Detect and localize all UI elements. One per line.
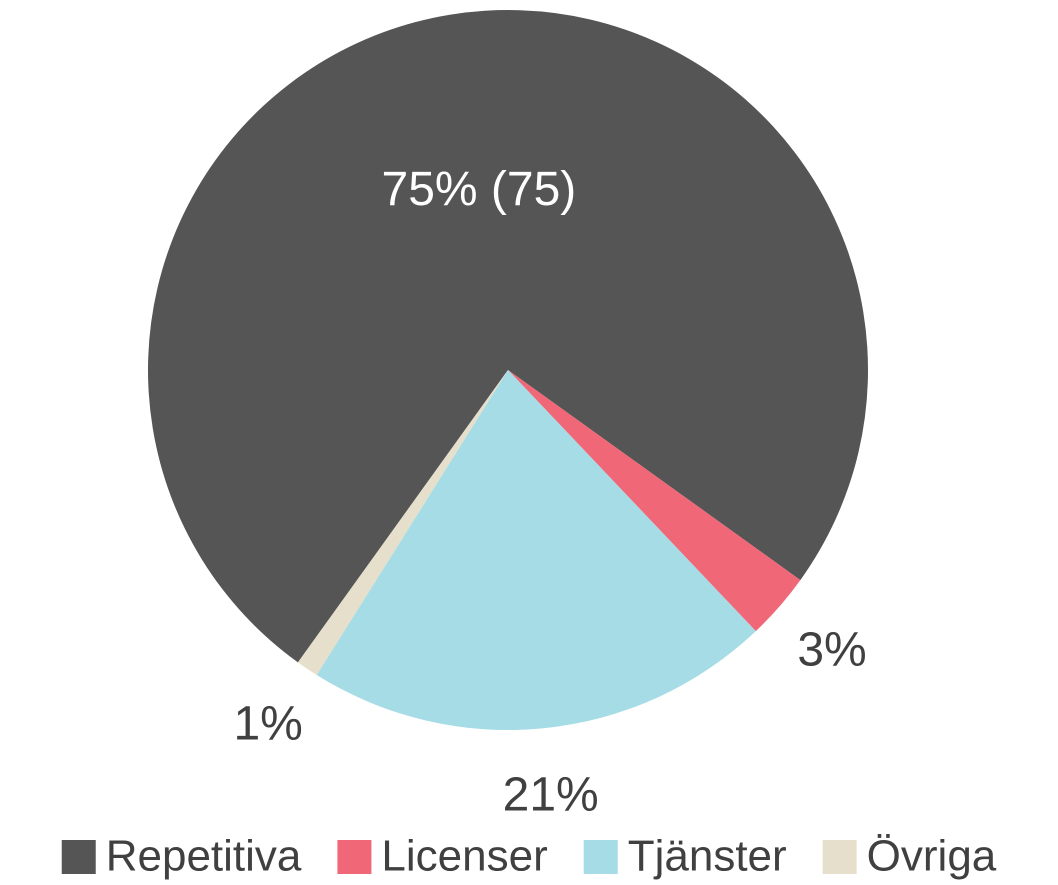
pie-slice (148, 10, 869, 663)
pie-slice (316, 370, 756, 730)
legend-label: Övriga (867, 832, 997, 881)
legend-swatch (822, 840, 857, 874)
legend-swatch (61, 840, 96, 874)
legend-swatch (583, 840, 618, 874)
data-label: 21% (503, 769, 599, 822)
legend-swatch (337, 840, 372, 874)
pie-slice (508, 370, 801, 632)
legend-label: Repetitiva (106, 832, 302, 881)
data-label: 1% (233, 698, 302, 751)
data-label: 3% (797, 623, 866, 676)
pie-slice (297, 370, 508, 675)
legend-label: Licenser (381, 832, 547, 881)
legend-label: Tjänster (628, 832, 787, 881)
data-label: 75% (75) (382, 163, 577, 216)
